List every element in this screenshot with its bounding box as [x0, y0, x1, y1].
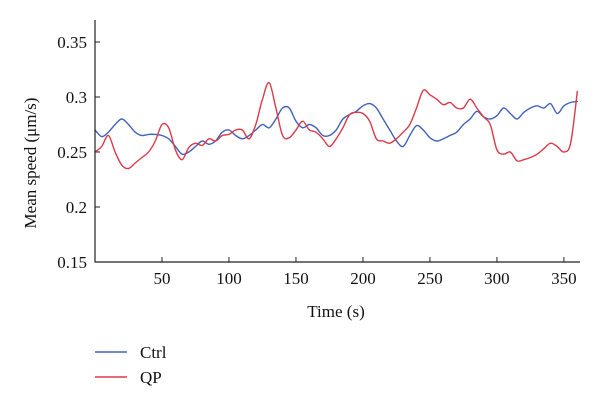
- x-tick-label: 150: [283, 269, 309, 288]
- x-tick-label: 350: [551, 269, 577, 288]
- axes-frame: [94, 20, 580, 263]
- x-tick-label: 100: [216, 269, 242, 288]
- y-tick-label: 0.2: [66, 198, 87, 217]
- x-tick-label: 250: [417, 269, 443, 288]
- y-tick-label: 0.35: [57, 33, 87, 52]
- y-tick-label: 0.3: [66, 88, 87, 107]
- y-axis-label: Mean speed (μm/s): [21, 98, 40, 229]
- y-tick-label: 0.25: [57, 143, 87, 162]
- series-line-ctrl: [94, 100, 578, 156]
- series-group: [94, 81, 578, 170]
- x-axis-label: Time (s): [307, 302, 364, 321]
- x-tick-label: 300: [484, 269, 510, 288]
- legend: Ctrl QP: [95, 343, 167, 387]
- x-tick-label: 200: [350, 269, 376, 288]
- y-tick-label: 0.15: [57, 253, 87, 272]
- series-line-qp: [94, 81, 578, 170]
- legend-label-ctrl: Ctrl: [140, 343, 167, 362]
- x-tick-label: 50: [153, 269, 170, 288]
- legend-label-qp: QP: [140, 368, 162, 387]
- x-axis-ticks: 50 100 150 200 250 300 350: [153, 257, 577, 288]
- y-axis-ticks: 0.15 0.2 0.25 0.3 0.35: [57, 33, 100, 272]
